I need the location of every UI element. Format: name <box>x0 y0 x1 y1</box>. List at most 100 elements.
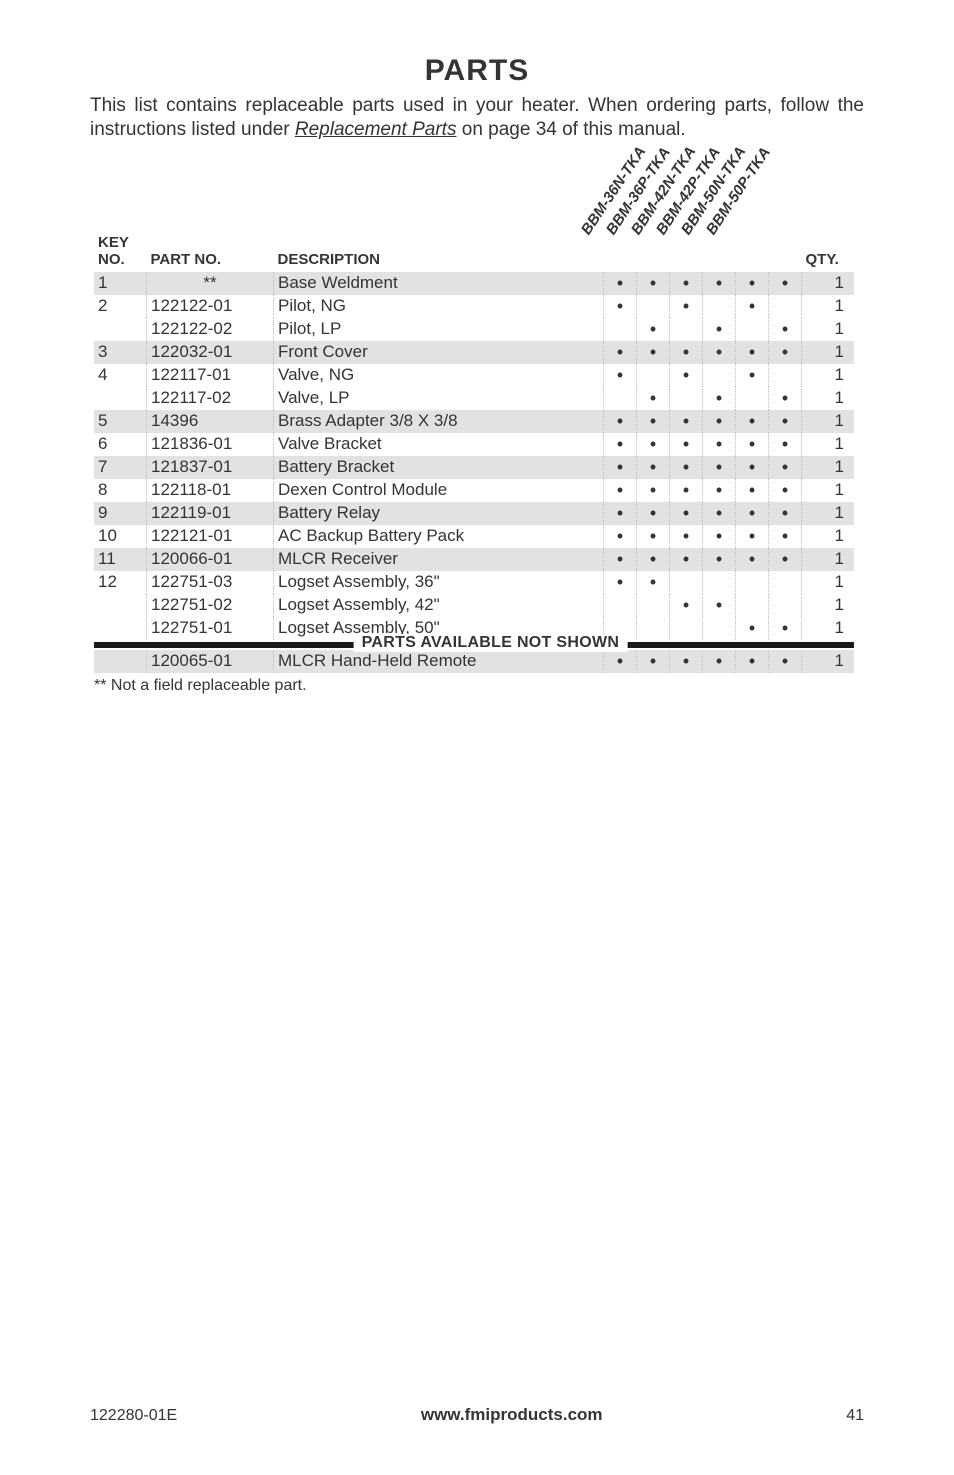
cell-qty: 1 <box>802 594 855 617</box>
cell-mark: • <box>736 479 769 502</box>
cell-mark <box>736 387 769 410</box>
cell-key <box>94 650 147 673</box>
cell-mark: • <box>736 295 769 318</box>
cell-mark: • <box>637 341 670 364</box>
cell-mark: • <box>736 456 769 479</box>
cell-desc: Base Weldment <box>274 272 604 295</box>
cell-desc: Logset Assembly, 42" <box>274 594 604 617</box>
cell-mark <box>670 617 703 640</box>
cell-mark: • <box>769 479 802 502</box>
cell-key: 7 <box>94 456 147 479</box>
cell-qty: 1 <box>802 364 855 387</box>
cell-mark: • <box>670 525 703 548</box>
section-bar: PARTS AVAILABLE NOT SHOWN <box>94 642 854 648</box>
cell-mark: • <box>604 456 637 479</box>
cell-qty: 1 <box>802 617 855 640</box>
cell-mark: • <box>703 387 736 410</box>
tbody-notshown: 120065-01MLCR Hand-Held Remote••••••1 <box>94 650 854 673</box>
cell-qty: 1 <box>802 548 855 571</box>
cell-mark: • <box>703 525 736 548</box>
intro-post: on page 34 of this manual. <box>456 119 685 140</box>
cell-mark <box>637 617 670 640</box>
cell-mark: • <box>736 548 769 571</box>
cell-mark: • <box>604 433 637 456</box>
cell-mark: • <box>670 456 703 479</box>
parts-table-2: 120065-01MLCR Hand-Held Remote••••••1 <box>94 650 854 673</box>
cell-mark: • <box>703 502 736 525</box>
cell-mark: • <box>670 433 703 456</box>
table-row: 11120066-01MLCR Receiver••••••1 <box>94 548 854 571</box>
cell-desc: AC Backup Battery Pack <box>274 525 604 548</box>
cell-mark: • <box>604 502 637 525</box>
cell-mark: • <box>670 594 703 617</box>
th-key: KEY NO. <box>94 232 147 272</box>
cell-mark <box>703 295 736 318</box>
cell-mark: • <box>736 364 769 387</box>
cell-mark: • <box>637 387 670 410</box>
cell-desc: Valve, NG <box>274 364 604 387</box>
cell-mark: • <box>604 272 637 295</box>
th-m6 <box>769 232 802 272</box>
table-row: 10122121-01AC Backup Battery Pack••••••1 <box>94 525 854 548</box>
cell-mark: • <box>637 525 670 548</box>
cell-qty: 1 <box>802 571 855 594</box>
cell-mark <box>769 571 802 594</box>
cell-mark: • <box>769 433 802 456</box>
cell-part: 121837-01 <box>147 456 274 479</box>
cell-mark <box>670 318 703 341</box>
table-row: 7121837-01Battery Bracket••••••1 <box>94 456 854 479</box>
cell-mark <box>637 364 670 387</box>
cell-mark: • <box>769 387 802 410</box>
cell-part: ** <box>147 272 274 295</box>
cell-mark: • <box>769 318 802 341</box>
cell-mark: • <box>736 433 769 456</box>
page-footer: 122280-01E www.fmiproducts.com 41 <box>0 1405 954 1425</box>
cell-desc: MLCR Hand-Held Remote <box>274 650 604 673</box>
cell-mark: • <box>703 594 736 617</box>
cell-qty: 1 <box>802 295 855 318</box>
cell-mark <box>769 295 802 318</box>
cell-mark: • <box>769 617 802 640</box>
page-title: PARTS <box>90 54 864 88</box>
cell-part: 122122-01 <box>147 295 274 318</box>
cell-mark: • <box>670 295 703 318</box>
cell-mark: • <box>604 364 637 387</box>
cell-part: 122751-01 <box>147 617 274 640</box>
th-desc: DESCRIPTION <box>274 232 604 272</box>
cell-mark: • <box>670 502 703 525</box>
cell-mark: • <box>736 410 769 433</box>
cell-mark <box>736 571 769 594</box>
cell-mark: • <box>604 341 637 364</box>
cell-mark: • <box>604 525 637 548</box>
cell-key: 8 <box>94 479 147 502</box>
table-row: 4122117-01Valve, NG•••1 <box>94 364 854 387</box>
cell-qty: 1 <box>802 502 855 525</box>
cell-mark: • <box>637 410 670 433</box>
cell-desc: Pilot, LP <box>274 318 604 341</box>
cell-key <box>94 594 147 617</box>
cell-mark: • <box>670 650 703 673</box>
cell-qty: 1 <box>802 410 855 433</box>
cell-desc: Valve Bracket <box>274 433 604 456</box>
cell-mark <box>703 571 736 594</box>
th-part: PART NO. <box>147 232 274 272</box>
cell-key: 1 <box>94 272 147 295</box>
cell-mark: • <box>604 410 637 433</box>
cell-mark <box>604 318 637 341</box>
cell-key <box>94 318 147 341</box>
cell-qty: 1 <box>802 318 855 341</box>
table-row: 122751-02Logset Assembly, 42"••1 <box>94 594 854 617</box>
footer-mid: www.fmiproducts.com <box>421 1405 603 1425</box>
cell-mark <box>769 594 802 617</box>
cell-mark: • <box>670 548 703 571</box>
cell-part: 122751-03 <box>147 571 274 594</box>
cell-desc: Logset Assembly, 36" <box>274 571 604 594</box>
table-row: 6121836-01Valve Bracket••••••1 <box>94 433 854 456</box>
cell-mark: • <box>703 433 736 456</box>
cell-part: 122032-01 <box>147 341 274 364</box>
cell-key: 10 <box>94 525 147 548</box>
section-bar-label: PARTS AVAILABLE NOT SHOWN <box>354 634 628 652</box>
cell-mark: • <box>769 272 802 295</box>
cell-desc: Front Cover <box>274 341 604 364</box>
cell-mark <box>736 318 769 341</box>
